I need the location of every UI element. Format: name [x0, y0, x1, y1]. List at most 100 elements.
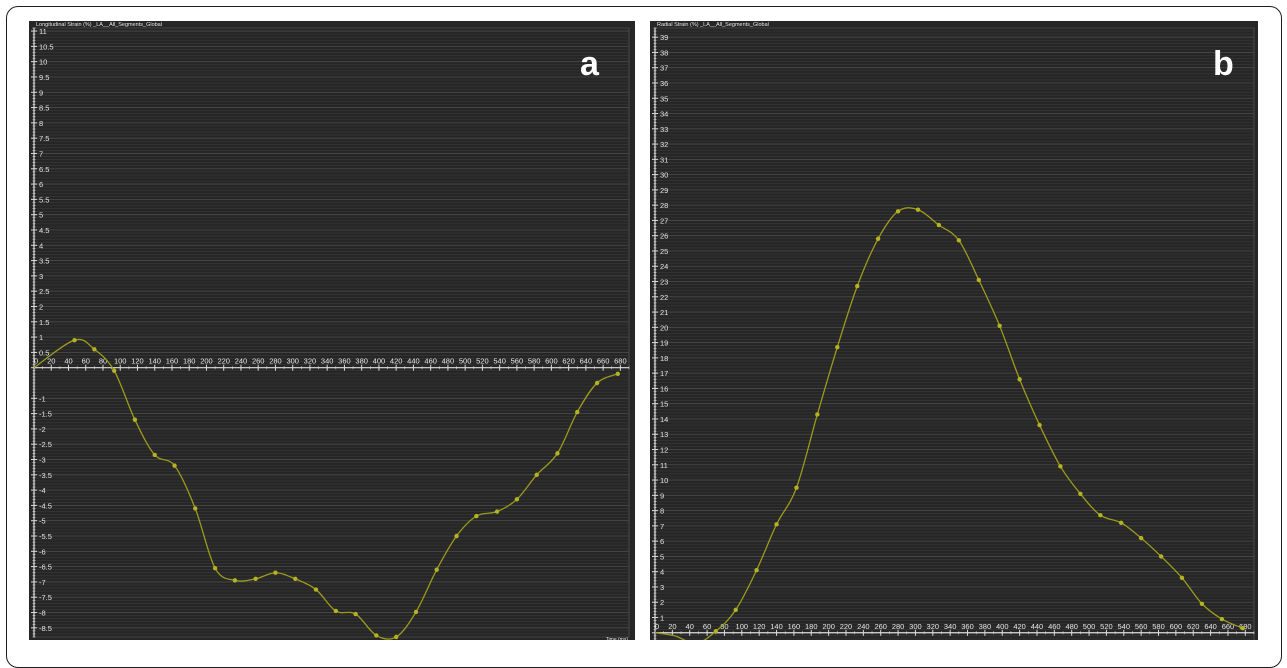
y-tick-label: 4 [660, 568, 664, 577]
y-tick-label: 16 [660, 384, 668, 393]
y-tick-label: 5 [660, 552, 664, 561]
y-tick-label: 33 [660, 125, 668, 134]
data-point [794, 485, 799, 490]
y-tick-label: 1 [39, 333, 43, 342]
x-tick-label: 120 [131, 357, 144, 366]
y-tick-label: 7 [660, 522, 664, 531]
x-tick-label: 400 [373, 357, 386, 366]
y-tick-label: -5 [39, 517, 46, 526]
x-tick-label: 320 [927, 622, 940, 631]
y-tick-label: -2 [39, 425, 46, 434]
y-tick-label: 24 [660, 262, 668, 271]
y-tick-label: 13 [660, 430, 668, 439]
y-tick-label: -8.5 [39, 624, 52, 633]
x-tick-label: 600 [1170, 622, 1183, 631]
x-tick-label: 400 [996, 622, 1009, 631]
x-tick-label: 180 [805, 622, 818, 631]
y-tick-label: -3.5 [39, 471, 52, 480]
x-tick-label: 640 [580, 357, 593, 366]
x-tick-label: 620 [562, 357, 575, 366]
panel-label-b: b [1213, 45, 1234, 83]
x-tick-label: 500 [459, 357, 472, 366]
y-tick-label: 6.5 [39, 165, 49, 174]
data-point [132, 417, 138, 422]
x-tick-label: 540 [493, 357, 506, 366]
x-tick-label: 300 [909, 622, 922, 631]
data-point [713, 629, 718, 634]
x-tick-label: 460 [424, 357, 437, 366]
y-tick-label: 7.5 [39, 134, 49, 143]
x-tick-label: 40 [686, 622, 694, 631]
y-tick-label: 4.5 [39, 226, 49, 235]
y-tick-label: 26 [660, 232, 668, 241]
y-tick-label: -1 [39, 394, 46, 403]
x-tick-label: 280 [269, 357, 282, 366]
y-tick-label: 32 [660, 140, 668, 149]
x-tick-label: 100 [114, 357, 127, 366]
data-point [333, 608, 339, 614]
x-tick-label: 500 [1083, 622, 1096, 631]
y-tick-label: 2 [39, 302, 43, 311]
y-tick-label: 14 [660, 415, 668, 424]
x-tick-label: 180 [183, 357, 196, 366]
chart-panel-b: 1 2 3 4 5 6 7 8 9 10 11 12 13 14 15 16 17 18 19 20 21 22 23 24 2… [650, 21, 1258, 640]
y-tick-label: 5.5 [39, 195, 49, 204]
data-point [534, 472, 539, 478]
x-tick-label: 360 [961, 622, 974, 631]
data-point [72, 337, 77, 343]
x-tick-label: 380 [355, 357, 368, 366]
y-tick-label: -7 [39, 578, 46, 587]
y-tick-label: 11 [39, 27, 47, 36]
data-point [514, 497, 520, 502]
longitudinal-strain-chart: -8.5 -8 -7.5 -7 -6.5 -6 -5.5 -5 -4.5 -4 -3.5 -3 -2.5… [31, 22, 630, 640]
data-point [1158, 554, 1164, 559]
panel-label-a: a [580, 45, 599, 83]
x-tick-label: 160 [166, 357, 179, 366]
data-point [293, 576, 298, 582]
y-tick-label: -1.5 [39, 410, 52, 419]
data-point [915, 207, 921, 212]
x-tick-label: 200 [822, 622, 835, 631]
x-tick-label: 80 [99, 357, 107, 366]
data-point [1058, 464, 1063, 469]
x-tick-label: 140 [770, 622, 783, 631]
y-tick-label: 22 [660, 293, 668, 302]
x-tick-label: 100 [736, 622, 749, 631]
y-tick-label: 17 [660, 369, 668, 378]
x-tick-label: 580 [528, 357, 541, 366]
x-tick-label: 0 [34, 357, 38, 366]
data-point [273, 570, 278, 575]
y-tick-label: -5.5 [39, 532, 52, 541]
x-tick-label: 220 [840, 622, 853, 631]
y-tick-label: 28 [660, 201, 668, 210]
y-tick-label: 1 [660, 614, 664, 623]
data-point [555, 451, 560, 456]
y-tick-label: 27 [660, 216, 668, 225]
y-tick-label: 30 [660, 171, 668, 180]
data-point [454, 533, 459, 539]
y-tick-label: 6 [660, 537, 664, 546]
x-tick-label: 680 [1239, 622, 1252, 631]
data-point [976, 277, 982, 283]
y-tick-label: 4 [39, 241, 43, 250]
data-point [855, 283, 860, 289]
x-tick-label: 300 [286, 357, 299, 366]
y-tick-label: 2.5 [39, 287, 49, 296]
data-point [815, 412, 820, 417]
x-tick-label: 600 [545, 357, 558, 366]
data-point [1037, 422, 1042, 428]
x-tick-label: 420 [390, 357, 403, 366]
data-point [1219, 616, 1225, 622]
data-point [1098, 512, 1103, 518]
data-point [193, 506, 198, 511]
x-tick-label: 640 [1204, 622, 1217, 631]
y-tick-label: 20 [660, 323, 668, 332]
y-tick-label: 11 [660, 461, 668, 470]
data-point [956, 238, 962, 243]
data-point [474, 513, 479, 519]
data-point [594, 380, 600, 386]
y-tick-label: 18 [660, 354, 668, 363]
y-tick-label: 35 [660, 94, 668, 103]
x-tick-label: 120 [753, 622, 766, 631]
x-tick-label: 480 [442, 357, 455, 366]
